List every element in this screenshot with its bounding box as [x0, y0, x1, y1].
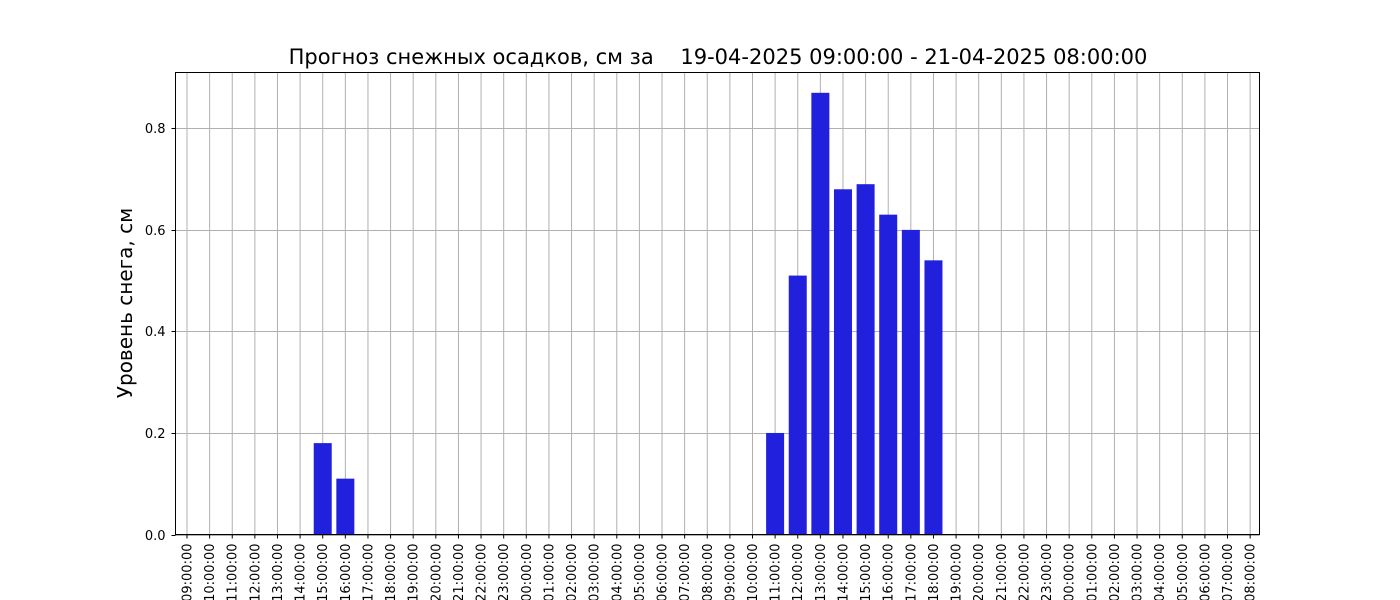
x-tick-label: 10:00:00	[203, 544, 218, 600]
x-tick-label: 02:00:00	[565, 544, 580, 600]
x-tick-label: 01:00:00	[1085, 544, 1100, 600]
x-tick-label: 03:00:00	[1131, 544, 1146, 600]
x-tick-label: 07:00:00	[678, 544, 693, 600]
y-tick-label: 0.6	[145, 224, 166, 239]
y-tick-label: 0.4	[145, 325, 166, 340]
x-tick-label: 19:00:00	[407, 544, 422, 600]
x-tick-label: 18:00:00	[927, 544, 942, 600]
x-tick-label: 10:00:00	[746, 544, 761, 600]
y-tick-label: 0.0	[145, 529, 166, 544]
bar	[856, 184, 875, 535]
x-tick-label: 09:00:00	[181, 544, 196, 600]
x-tick-label: 21:00:00	[995, 544, 1010, 600]
x-tick-label: 13:00:00	[271, 544, 286, 600]
y-tick-label: 0.2	[145, 427, 166, 442]
x-tick-label: 08:00:00	[1244, 544, 1259, 600]
x-tick-label: 12:00:00	[791, 544, 806, 600]
x-tick-label: 15:00:00	[316, 544, 331, 600]
x-tick-label: 11:00:00	[769, 544, 784, 600]
bar	[924, 260, 943, 535]
x-tick-label: 01:00:00	[542, 544, 557, 600]
x-tick-label: 18:00:00	[384, 544, 399, 600]
x-tick-label: 20:00:00	[972, 543, 987, 600]
x-tick-label: 14:00:00	[294, 544, 309, 600]
y-axis-label: Уровень снега, см	[113, 208, 137, 398]
bar	[788, 275, 807, 535]
x-tick-label: 13:00:00	[814, 544, 829, 600]
x-tick-label: 21:00:00	[452, 544, 467, 600]
grid	[175, 72, 1260, 536]
x-tick-label: 22:00:00	[1017, 544, 1032, 600]
x-tick-label: 15:00:00	[859, 544, 874, 600]
x-tick-label: 07:00:00	[1221, 544, 1236, 600]
x-tick-label: 09:00:00	[723, 544, 738, 600]
x-tick-label: 02:00:00	[1108, 544, 1123, 600]
x-tick-label: 03:00:00	[588, 544, 603, 600]
bar	[766, 432, 785, 535]
bar	[313, 443, 332, 535]
x-tick-label: 11:00:00	[226, 544, 241, 600]
x-tick-label: 16:00:00	[339, 544, 354, 600]
plot-frame	[175, 72, 1260, 535]
bar	[833, 189, 852, 535]
x-tick-label: 16:00:00	[882, 544, 897, 600]
x-tick-label: 12:00:00	[248, 544, 263, 600]
x-tick-label: 06:00:00	[1198, 544, 1213, 600]
x-tick-label: 23:00:00	[1040, 544, 1055, 600]
x-tick-label: 04:00:00	[1153, 544, 1168, 600]
x-tick-label: 19:00:00	[950, 544, 965, 600]
bar	[811, 92, 830, 535]
x-tick-label: 06:00:00	[656, 544, 671, 600]
chart-title: Прогноз снежных осадков, см за 19-04-202…	[289, 45, 1148, 69]
x-tick-label: 05:00:00	[633, 544, 648, 600]
y-axis-ticks: 0.0 0.2 0.4 0.6 0.8	[145, 122, 176, 544]
y-tick-label: 0.8	[145, 122, 166, 137]
bar	[336, 478, 355, 535]
x-tick-label: 00:00:00	[520, 544, 535, 600]
x-tick-label: 22:00:00	[475, 544, 490, 600]
x-tick-label: 17:00:00	[904, 544, 919, 600]
x-tick-label: 08:00:00	[701, 544, 716, 600]
x-tick-label: 17:00:00	[361, 544, 376, 600]
x-tick-label: 00:00:00	[1063, 544, 1078, 600]
bar	[879, 214, 898, 535]
bars	[313, 92, 943, 535]
x-tick-label: 14:00:00	[836, 544, 851, 600]
x-axis-ticks: 09:00:00 10:00:00 11:00:00 12:00:00 13:00:00…	[181, 534, 1259, 600]
x-tick-label: 04:00:00	[610, 544, 625, 600]
bar	[901, 229, 920, 535]
x-tick-label: 23:00:00	[497, 544, 512, 600]
x-tick-label: 20:00:00	[429, 544, 444, 600]
x-tick-label: 05:00:00	[1176, 544, 1191, 600]
